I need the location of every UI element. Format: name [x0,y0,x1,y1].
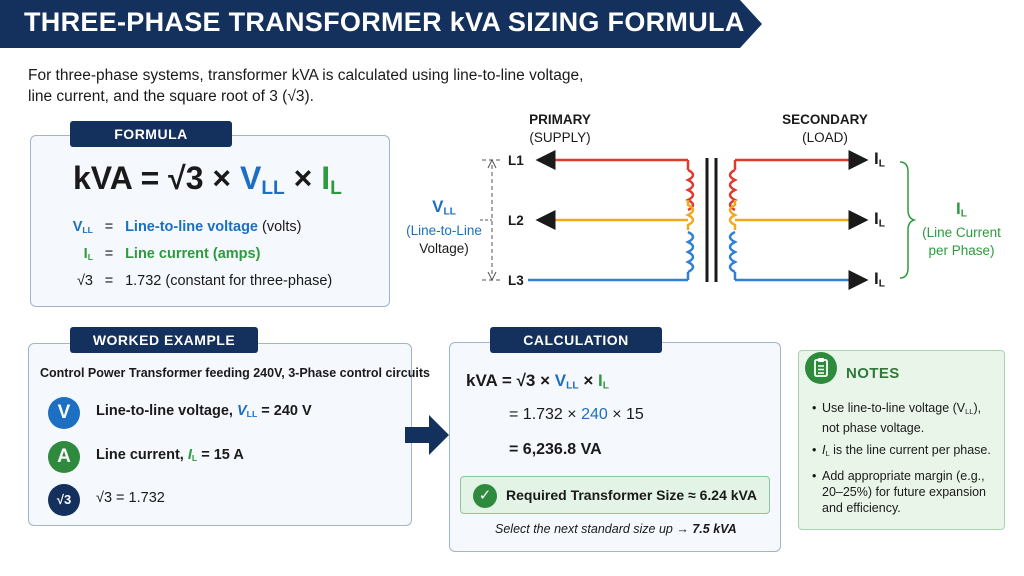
calc-line-3: = 6,236.8 VA [509,441,602,458]
def-il-unit: (amps) [212,246,261,262]
il-output-1: IL [874,149,885,170]
formula-sqrt3: √3 [168,160,204,196]
example-panel [28,343,412,526]
check-icon: ✓ [473,484,497,508]
title-banner [0,0,762,48]
next-size-text: Select the next standard size up → 7.5 k… [495,522,737,536]
il-label: IL (Line Current per Phase) [922,199,1001,258]
calc-line-2: = 1.732 × 240 × 15 [509,406,644,423]
formula-times-1: × [212,160,232,196]
def-il-symbol: IL [83,246,93,263]
line-current-brace [899,161,917,279]
example-tag: WORKED EXAMPLE [70,327,258,353]
line-label-l1: L1 [508,153,524,168]
formula-expression: kVA = √3 × VLL × IL [73,160,342,200]
notes-list: Use line-to-line voltage (VLL), not phas… [812,400,997,522]
def-il-label: Line current [125,246,209,262]
formula-vll: VLL [239,160,285,199]
secondary-label: SECONDARY (LOAD) [782,112,868,145]
current-icon: A [48,441,80,473]
sqrt3-icon: √3 [48,484,80,516]
line-label-l3: L3 [508,273,524,288]
calc-line-1: kVA = √3 × VLL × IL [466,371,609,392]
page-title: THREE-PHASE TRANSFORMER kVA SIZING FORMU… [24,7,745,37]
il-output-2: IL [874,209,885,230]
line-label-l2: L2 [508,213,524,228]
primary-coil-blue [685,230,695,274]
formula-kva: kVA [73,160,132,196]
calculation-panel [449,342,781,552]
intro-text: For three-phase systems, transformer kVA… [28,65,628,107]
definition-sqrt3: √3 = 1.732 (constant for three-phase) [55,273,332,289]
primary-wire-l1 [535,150,690,170]
formula-tag: FORMULA [70,121,232,147]
clipboard-icon [805,352,837,384]
def-vll-unit: (volts) [262,219,302,235]
def-vll-label: Line-to-line voltage [125,219,258,235]
formula-times-2: × [293,160,313,196]
vll-label: VLL (Line-to-Line Voltage) [406,197,482,256]
primary-label: PRIMARY (SUPPLY) [529,112,591,145]
result-box: ✓ Required Transformer Size ≈ 6.24 kVA [460,476,770,514]
intro-line-2: line current, and the square root of 3 (… [28,88,314,105]
def-sqrt3-note: (constant for three-phase) [165,273,333,289]
primary-wire-l3 [528,272,690,282]
note-item: IL is the line current per phase. [812,442,997,462]
definition-il: IL = Line current (amps) [55,246,261,263]
def-sqrt3-value: 1.732 [125,273,162,289]
note-item: Use line-to-line voltage (VLL), not phas… [812,400,997,436]
definition-vll: VLL = Line-to-line voltage (volts) [55,219,302,235]
def-vll-symbol: VLL [72,219,93,236]
secondary-coil-yellow [728,200,738,230]
primary-coil-red [685,168,695,212]
note-item: Add appropriate margin (e.g., 20–25%) fo… [812,468,997,516]
voltage-icon: V [48,397,80,429]
arrow-right-icon [405,415,449,455]
notes-title: NOTES [846,365,900,382]
primary-coil-yellow [685,200,695,230]
formula-il: IL [321,160,342,199]
formula-equals: = [140,160,160,196]
result-text: Required Transformer Size ≈ 6.24 kVA [506,487,757,503]
def-sqrt3-symbol: √3 [76,273,93,289]
secondary-coil-blue [728,230,738,274]
example-title: Control Power Transformer feeding 240V, … [40,366,430,380]
secondary-coil-red [728,168,738,212]
il-output-3: IL [874,269,885,290]
intro-line-1: For three-phase systems, transformer kVA… [28,67,584,84]
calculation-tag: CALCULATION [490,327,662,353]
